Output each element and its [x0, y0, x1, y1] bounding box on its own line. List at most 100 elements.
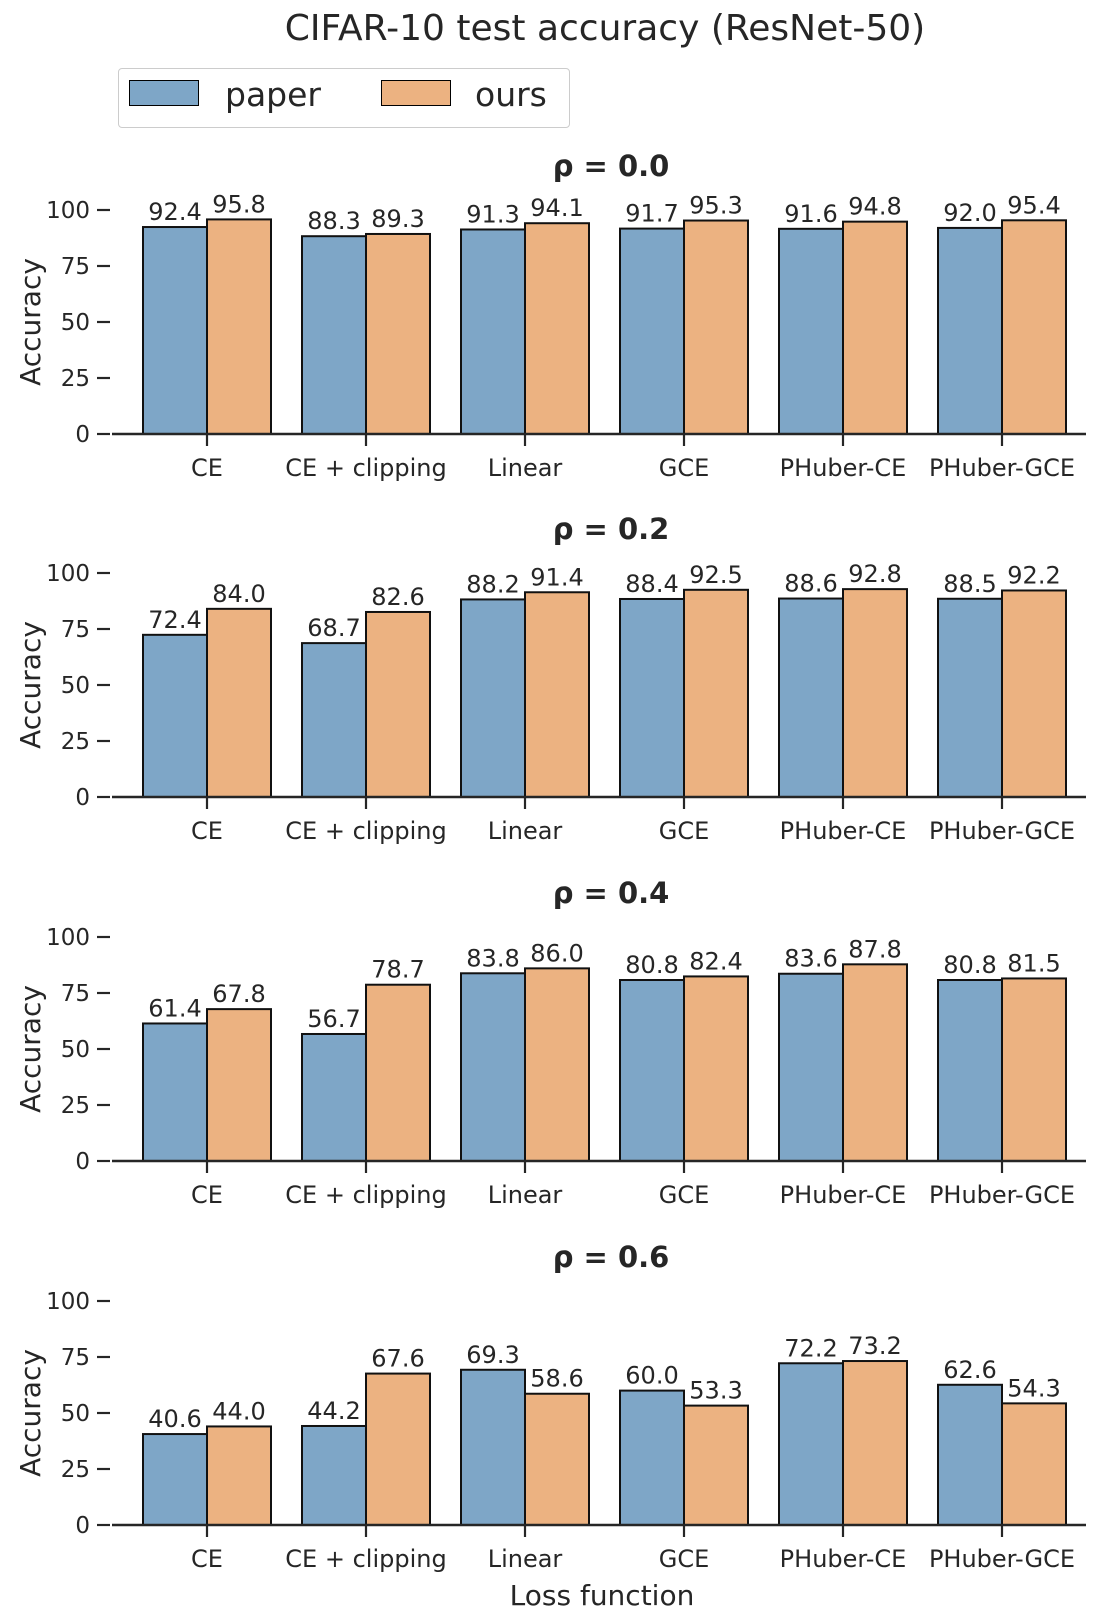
bar-value-label: 91.4	[530, 563, 583, 591]
y-tick-label: 100	[46, 925, 90, 951]
x-tick-label: PHuber-CE	[780, 454, 907, 482]
bar-value-label: 68.7	[307, 614, 360, 642]
x-tick-label: CE	[191, 1545, 223, 1573]
y-tick-label: 100	[46, 198, 90, 224]
bar-value-label: 88.6	[784, 570, 837, 598]
y-axis-label: Accuracy	[14, 621, 47, 749]
x-tick-label: PHuber-GCE	[929, 1545, 1075, 1573]
bar-paper	[619, 597, 685, 799]
bar-value-label: 88.5	[943, 570, 996, 598]
y-axis-label: Accuracy	[14, 258, 47, 386]
x-tick-label: GCE	[659, 1545, 710, 1573]
bar-value-label: 80.8	[943, 951, 996, 979]
x-tick-label: PHuber-CE	[780, 1181, 907, 1209]
bar-paper	[142, 633, 208, 798]
bar-ours	[683, 219, 749, 435]
bar-paper	[937, 1383, 1003, 1526]
bar-ours	[524, 967, 590, 1162]
legend-label-paper: paper	[225, 75, 321, 114]
y-tick-label: 50	[61, 1037, 90, 1063]
bar-value-label: 44.0	[212, 1397, 265, 1425]
bar-paper	[619, 227, 685, 435]
panel-title: ρ = 0.4	[553, 876, 670, 910]
panel-title: ρ = 0.2	[553, 512, 670, 546]
bar-value-label: 62.6	[943, 1356, 996, 1384]
bar-value-label: 92.4	[148, 198, 201, 226]
x-tick-label: Linear	[488, 1181, 563, 1209]
bar-value-label: 40.6	[148, 1405, 201, 1433]
y-tick-label: 25	[61, 1457, 90, 1483]
bar-ours	[1001, 589, 1067, 798]
bar-ours	[524, 1392, 590, 1526]
y-tick-label: 0	[75, 1149, 90, 1175]
bar-value-label: 58.6	[530, 1365, 583, 1393]
bar-ours	[683, 1404, 749, 1527]
bar-value-label: 91.3	[466, 200, 519, 228]
bar-ours	[206, 218, 272, 435]
x-tick-label: GCE	[659, 1181, 710, 1209]
bar-ours	[365, 610, 431, 799]
y-tick-label: 25	[61, 366, 90, 392]
x-tick-label: CE	[191, 1181, 223, 1209]
x-axis-label: Loss function	[510, 1579, 695, 1612]
bar-value-label: 56.7	[307, 1005, 360, 1033]
legend-swatch-paper	[129, 80, 199, 106]
x-tick-label: PHuber-GCE	[929, 1181, 1075, 1209]
bar-ours	[524, 591, 590, 798]
figure-title: CIFAR-10 test accuracy (ResNet-50)	[284, 8, 926, 49]
bar-paper	[778, 227, 844, 435]
bar-value-label: 67.6	[371, 1345, 424, 1373]
bar-paper	[937, 226, 1003, 435]
bar-paper	[778, 597, 844, 799]
bar-ours	[842, 963, 908, 1162]
y-tick-label: 0	[75, 785, 90, 811]
bar-value-label: 69.3	[466, 1341, 519, 1369]
y-tick-label: 75	[61, 254, 90, 280]
bar-value-label: 92.2	[1007, 561, 1060, 589]
bar-ours	[206, 1425, 272, 1526]
bar-value-label: 72.2	[784, 1334, 837, 1362]
y-tick-label: 0	[75, 422, 90, 448]
x-tick-label: CE + clipping	[285, 454, 446, 482]
bar-paper	[460, 228, 526, 435]
bar-paper	[301, 235, 367, 435]
bar-ours	[683, 588, 749, 798]
x-tick-label: PHuber-GCE	[929, 817, 1075, 845]
bar-ours	[1001, 219, 1067, 435]
panel-title: ρ = 0.6	[553, 1240, 670, 1274]
bar-value-label: 89.3	[371, 205, 424, 233]
y-tick-label: 25	[61, 1093, 90, 1119]
y-tick-label: 25	[61, 729, 90, 755]
bar-value-label: 53.3	[689, 1377, 742, 1405]
bar-value-label: 83.8	[466, 944, 519, 972]
panel-title: ρ = 0.0	[553, 149, 670, 183]
y-tick-label: 50	[61, 673, 90, 699]
bar-value-label: 82.6	[371, 583, 424, 611]
y-tick-label: 75	[61, 1345, 90, 1371]
bar-paper	[460, 1368, 526, 1526]
bar-value-label: 73.2	[848, 1332, 901, 1360]
bar-value-label: 95.4	[1007, 191, 1060, 219]
y-tick-label: 75	[61, 617, 90, 643]
bar-paper	[937, 597, 1003, 799]
bar-paper	[619, 1389, 685, 1526]
bar-value-label: 84.0	[212, 580, 265, 608]
bar-value-label: 67.8	[212, 980, 265, 1008]
bar-ours	[842, 220, 908, 435]
bar-value-label: 94.8	[848, 193, 901, 221]
bar-value-label: 91.6	[784, 200, 837, 228]
bar-value-label: 94.1	[530, 194, 583, 222]
bar-paper	[301, 642, 367, 798]
bar-value-label: 78.7	[371, 956, 424, 984]
bar-value-label: 86.0	[530, 939, 583, 967]
x-tick-label: PHuber-CE	[780, 1545, 907, 1573]
bar-paper	[937, 979, 1003, 1162]
bar-paper	[301, 1032, 367, 1162]
bar-ours	[842, 1360, 908, 1526]
bar-value-label: 61.4	[148, 994, 201, 1022]
bar-value-label: 44.2	[307, 1397, 360, 1425]
bar-value-label: 91.7	[625, 200, 678, 228]
y-tick-label: 75	[61, 981, 90, 1007]
x-tick-label: PHuber-CE	[780, 817, 907, 845]
